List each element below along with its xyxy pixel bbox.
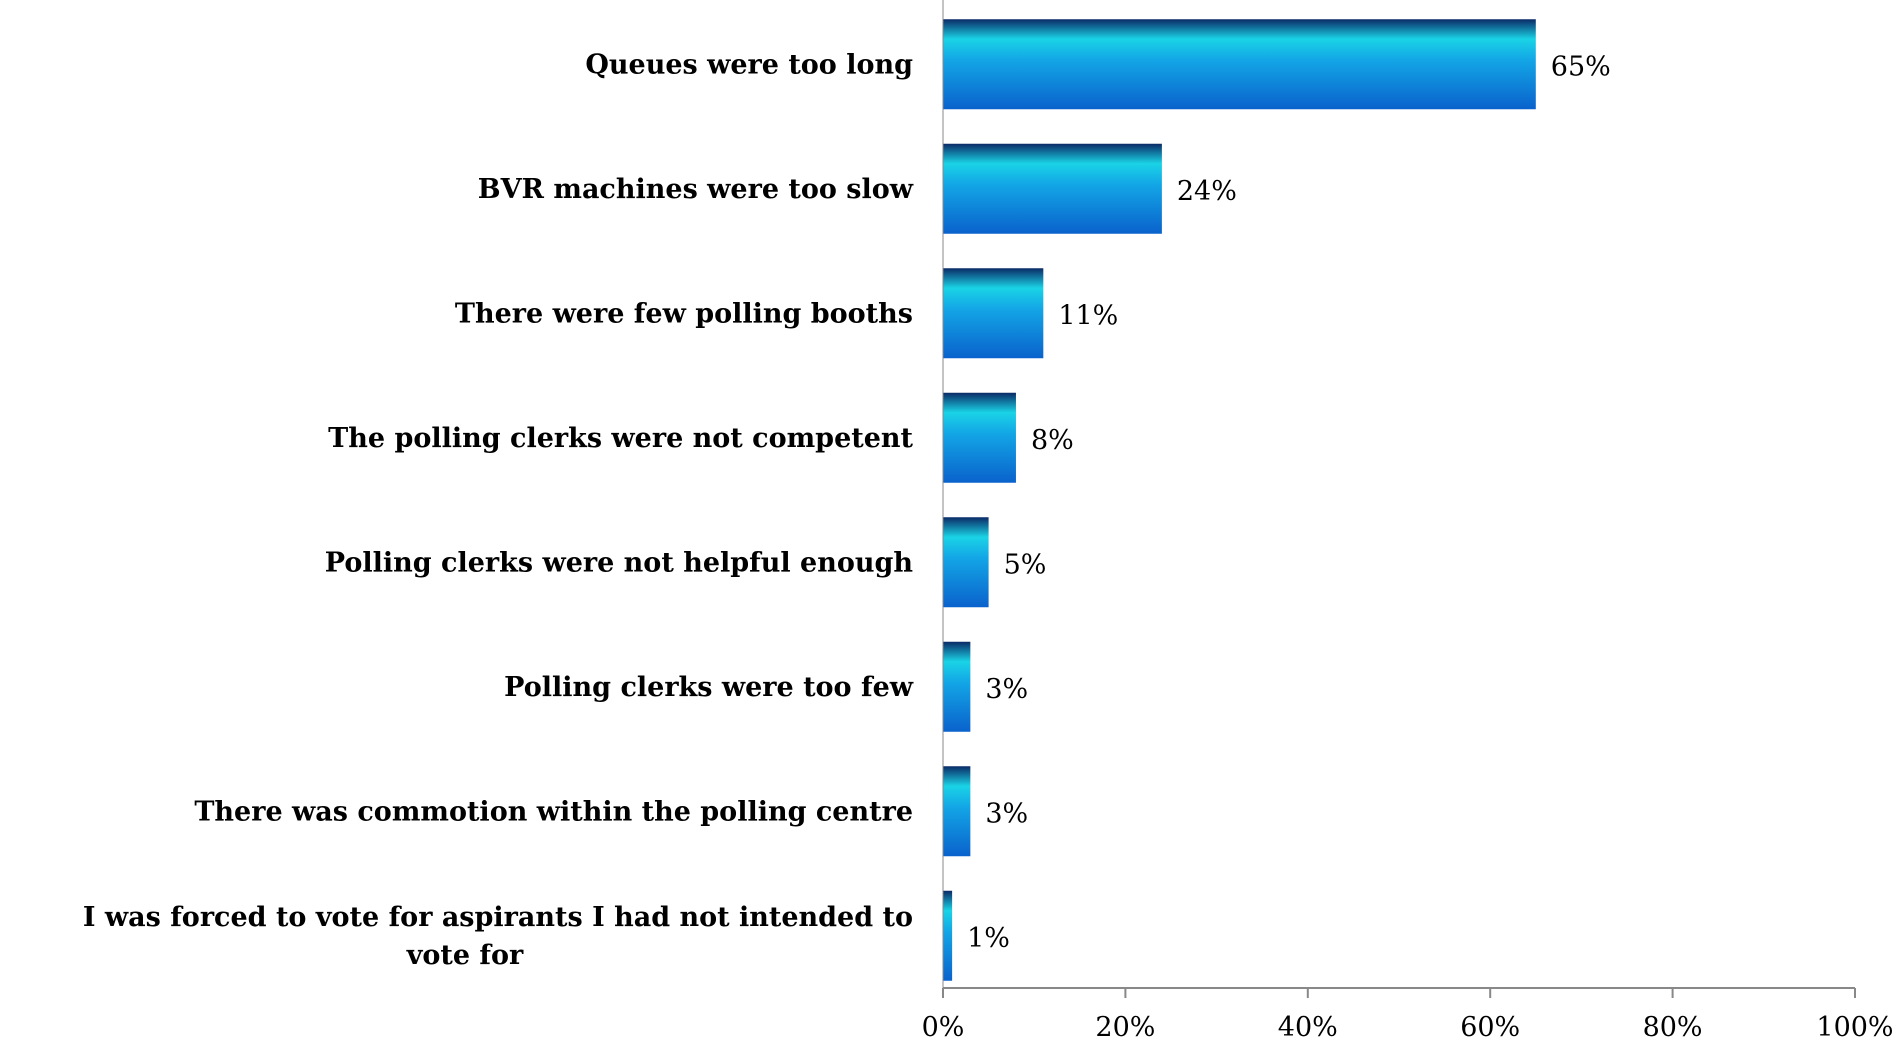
data-label: 5% — [1004, 549, 1047, 580]
data-labels: 65% 24% 11% 8% 5% 3% 3% 1% — [967, 51, 1611, 954]
category-label: I was forced to vote for aspirants I had… — [83, 902, 913, 971]
data-label: 3% — [985, 674, 1028, 705]
bar-8 — [943, 890, 953, 981]
data-label: 3% — [985, 798, 1028, 829]
bar-4 — [943, 392, 1016, 483]
data-label: 1% — [967, 923, 1010, 954]
x-tick-label: 40% — [1278, 1012, 1338, 1042]
category-label: There was commotion within the polling c… — [194, 796, 913, 827]
x-tick-label: 100% — [1816, 1012, 1893, 1042]
x-tick-label: 80% — [1643, 1012, 1703, 1042]
data-label: 65% — [1551, 51, 1611, 82]
x-tick-label: 0% — [922, 1012, 965, 1042]
data-label: 24% — [1177, 176, 1237, 207]
x-tick-label: 60% — [1460, 1012, 1520, 1042]
category-label: BVR machines were too slow — [478, 174, 914, 205]
x-axis: 0% 20% 40% 60% 80% 100% — [922, 0, 1894, 1043]
bar-3 — [943, 268, 1044, 359]
data-label: 8% — [1031, 425, 1074, 456]
bar-1 — [943, 19, 1536, 110]
category-label: There were few polling booths — [455, 298, 913, 329]
bars-layer — [943, 19, 1536, 981]
bar-2 — [943, 143, 1162, 234]
x-tick-label: 20% — [1095, 1012, 1155, 1042]
category-label: Polling clerks were not helpful enough — [325, 547, 914, 578]
category-label: Queues were too long — [585, 49, 913, 80]
bar-5 — [943, 517, 989, 608]
data-label: 11% — [1058, 300, 1118, 331]
category-label: Polling clerks were too few — [504, 672, 914, 703]
bar-6 — [943, 641, 971, 732]
bar-7 — [943, 766, 971, 857]
category-label: The polling clerks were not competent — [328, 423, 913, 454]
category-labels: Queues were too long BVR machines were to… — [83, 49, 914, 971]
